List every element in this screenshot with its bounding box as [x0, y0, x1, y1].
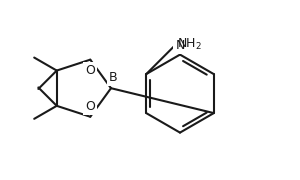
Text: B: B [109, 71, 117, 84]
Text: N: N [175, 39, 185, 52]
Text: O: O [85, 100, 95, 113]
Text: NH$_2$: NH$_2$ [177, 37, 202, 52]
Text: O: O [85, 64, 95, 77]
